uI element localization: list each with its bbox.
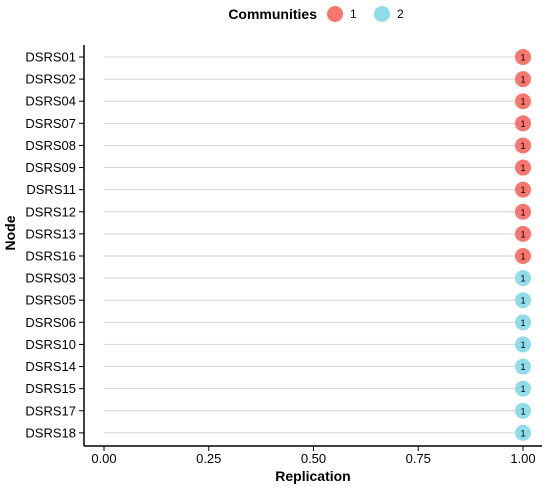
data-point: [515, 336, 531, 353]
legend: Communities 1 2: [228, 6, 404, 22]
x-tick-label: 0.00: [91, 451, 116, 466]
data-point: [515, 225, 531, 242]
data-label: 1: [520, 274, 525, 284]
y-axis-label: Node: [2, 215, 18, 250]
y-tick-label: DSRS05: [25, 293, 76, 308]
y-tick-label: DSRS11: [26, 182, 76, 197]
data-label: 1: [520, 207, 525, 217]
data-point: [515, 137, 531, 154]
y-tick-label: DSRS02: [25, 72, 76, 87]
y-tick-label: DSRS17: [25, 403, 76, 418]
data-point: [515, 181, 531, 198]
gridlines: [104, 56, 523, 434]
data-label: 1: [520, 185, 525, 195]
data-point: [515, 292, 531, 309]
legend-label: 2: [397, 7, 404, 21]
x-tick-label: 0.50: [301, 451, 326, 466]
data-label: 1: [520, 384, 525, 394]
data-point: [515, 71, 531, 88]
y-tick-label: DSRS07: [25, 116, 76, 131]
x-axis-ticks: 0.00 0.25 0.50 0.75 1.00: [91, 446, 536, 466]
y-tick-label: DSRS08: [25, 138, 76, 153]
y-tick-label: DSRS06: [25, 315, 76, 330]
data-label: 1: [520, 362, 525, 372]
data-label: 1: [520, 318, 525, 328]
data-point: [515, 424, 531, 441]
data-point: [515, 314, 531, 331]
y-tick-label: DSRS09: [25, 160, 76, 175]
data-label: 1: [520, 97, 525, 107]
data-label: 1: [520, 119, 525, 129]
y-tick-label: DSRS13: [25, 226, 76, 241]
data-point: [515, 358, 531, 375]
data-label: 1: [520, 141, 525, 151]
data-label: 1: [520, 75, 525, 85]
y-tick-label: DSRS03: [25, 271, 76, 286]
x-tick-label: 0.75: [406, 451, 431, 466]
data-label: 1: [520, 406, 525, 416]
data-label: 1: [520, 296, 525, 306]
y-tick-label: DSRS15: [25, 381, 76, 396]
legend-label: 1: [350, 7, 357, 21]
data-label: 1: [520, 163, 525, 173]
data-point: [515, 380, 531, 397]
data-label: 1: [520, 251, 525, 261]
data-label: 1: [520, 428, 525, 438]
y-tick-label: DSRS14: [25, 359, 76, 374]
data-point: [515, 203, 531, 220]
legend-key: [327, 6, 343, 22]
x-tick-label: 1.00: [510, 451, 535, 466]
y-tick-label: DSRS01: [25, 50, 76, 65]
data-point: [515, 49, 531, 65]
data-point: [515, 270, 531, 287]
data-point: [515, 402, 531, 419]
data-points: 1 1 1 1 1 1 1 1 1 1 1 1 1 1 1 1 1 1: [515, 49, 531, 441]
y-tick-label: DSRS04: [25, 94, 76, 109]
data-label: 1: [520, 53, 525, 63]
y-tick-label: DSRS10: [25, 337, 76, 352]
x-axis-label: Replication: [275, 468, 350, 484]
y-axis-ticks: DSRS01 DSRS02 DSRS04 DSRS07 DSRS08 DSRS09 DSRS…: [25, 50, 84, 440]
data-label: 1: [520, 340, 525, 350]
y-tick-label: DSRS12: [25, 204, 76, 219]
data-label: 1: [520, 229, 525, 239]
x-tick-label: 0.25: [196, 451, 221, 466]
data-point: [515, 115, 531, 132]
data-point: [515, 159, 531, 176]
legend-key: [374, 6, 390, 22]
data-point: [515, 247, 531, 264]
legend-title: Communities: [228, 6, 317, 22]
y-tick-label: DSRS18: [25, 425, 76, 440]
data-point: [515, 93, 531, 110]
y-tick-label: DSRS16: [25, 248, 76, 263]
